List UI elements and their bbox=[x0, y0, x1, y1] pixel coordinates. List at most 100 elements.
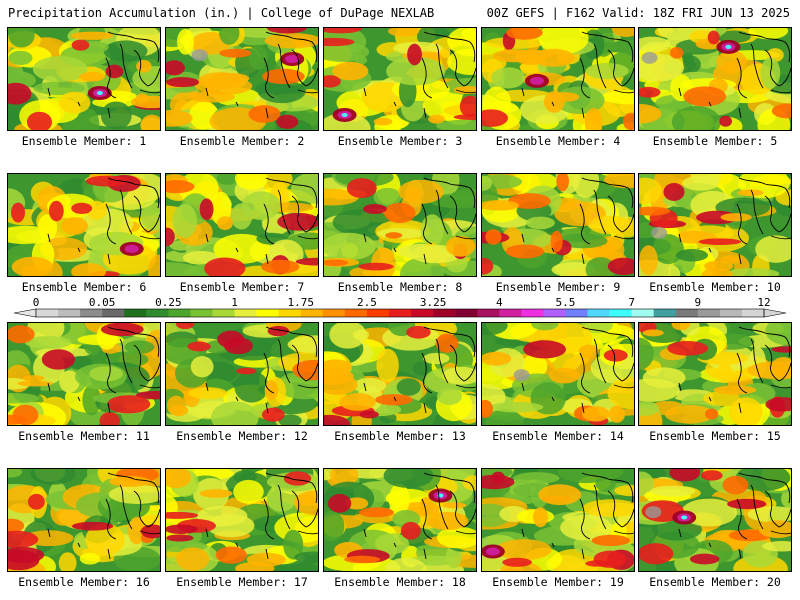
ensemble-member-map bbox=[323, 468, 477, 572]
ensemble-member-label: Ensemble Member: 8 bbox=[337, 280, 463, 294]
ensemble-member-label: Ensemble Member: 6 bbox=[21, 280, 147, 294]
ensemble-member-map bbox=[7, 322, 161, 426]
ensemble-member-label: Ensemble Member: 20 bbox=[649, 575, 781, 589]
precipitation-field bbox=[8, 469, 160, 571]
colorbar-swatch bbox=[344, 309, 368, 317]
ensemble-member-label: Ensemble Member: 19 bbox=[492, 575, 624, 589]
ensemble-member-label: Ensemble Member: 13 bbox=[334, 429, 466, 443]
ensemble-member-map bbox=[481, 173, 635, 277]
colorbar-swatch bbox=[124, 309, 147, 317]
colorbar-swatch bbox=[697, 309, 721, 317]
ensemble-member-map bbox=[481, 468, 635, 572]
colorbar-swatch bbox=[653, 309, 677, 317]
precipitation-field bbox=[324, 323, 476, 425]
ensemble-member-map bbox=[165, 468, 319, 572]
ensemble-member-map bbox=[323, 173, 477, 277]
ensemble-member-map bbox=[638, 322, 792, 426]
ensemble-member-label: Ensemble Member: 14 bbox=[492, 429, 624, 443]
ensemble-member-map bbox=[165, 322, 319, 426]
colorbar-swatch bbox=[411, 309, 434, 317]
colorbar-min-arrow bbox=[13, 308, 37, 318]
ensemble-member-label: Ensemble Member: 9 bbox=[495, 280, 621, 294]
precipitation-field bbox=[324, 469, 476, 571]
ensemble-member-map bbox=[165, 27, 319, 131]
colorbar-tick-label: 4 bbox=[495, 296, 503, 309]
precipitation-field bbox=[166, 28, 318, 130]
colorbar-swatch bbox=[521, 309, 544, 317]
precipitation-field bbox=[8, 174, 160, 276]
colorbar-tick-label: 1.75 bbox=[287, 296, 314, 309]
map-title: Precipitation Accumulation (in.) | Colle… bbox=[8, 6, 435, 20]
ensemble-member-label: Ensemble Member: 15 bbox=[649, 429, 781, 443]
colorbar-swatch bbox=[499, 309, 522, 317]
ensemble-member-label: Ensemble Member: 11 bbox=[18, 429, 150, 443]
colorbar-tick-label: 2.5 bbox=[356, 296, 377, 309]
colorbar-swatch bbox=[278, 309, 302, 317]
ensemble-member-label: Ensemble Member: 18 bbox=[334, 575, 466, 589]
colorbar-swatch bbox=[102, 309, 125, 317]
colorbar-swatch bbox=[190, 309, 213, 317]
colorbar-swatch bbox=[388, 309, 412, 317]
colorbar-swatch bbox=[80, 309, 103, 317]
precipitation-field bbox=[324, 28, 476, 130]
colorbar-tick-label: 9 bbox=[694, 296, 702, 309]
ensemble-member-label: Ensemble Member: 12 bbox=[176, 429, 308, 443]
colorbar-swatch bbox=[609, 309, 632, 317]
ensemble-member-map bbox=[165, 173, 319, 277]
ensemble-member-map bbox=[323, 322, 477, 426]
colorbar-swatch bbox=[234, 309, 257, 317]
colorbar-tick-label: 1 bbox=[231, 296, 238, 309]
ensemble-member-map bbox=[481, 27, 635, 131]
precipitation-field bbox=[8, 323, 160, 425]
precip-colorbar bbox=[13, 308, 787, 318]
colorbar-swatch bbox=[168, 309, 191, 317]
precipitation-field bbox=[482, 323, 634, 425]
ensemble-member-label: Ensemble Member: 2 bbox=[179, 134, 305, 148]
precipitation-field bbox=[639, 28, 791, 130]
colorbar-tick-label: 0.05 bbox=[88, 296, 116, 309]
ensemble-member-map bbox=[7, 468, 161, 572]
colorbar-tick-label: 0 bbox=[32, 296, 40, 309]
colorbar-swatch bbox=[212, 309, 235, 317]
colorbar-tick-label: 3.25 bbox=[419, 296, 447, 309]
ensemble-member-label: Ensemble Member: 10 bbox=[649, 280, 781, 294]
colorbar-swatch bbox=[719, 309, 743, 317]
ensemble-member-map bbox=[481, 322, 635, 426]
colorbar-swatch bbox=[543, 309, 566, 317]
ensemble-member-label: Ensemble Member: 5 bbox=[652, 134, 778, 148]
ensemble-member-label: Ensemble Member: 7 bbox=[179, 280, 305, 294]
precipitation-field bbox=[482, 28, 634, 130]
precipitation-field bbox=[639, 323, 791, 425]
colorbar-swatch bbox=[631, 309, 654, 317]
colorbar-swatch bbox=[58, 309, 81, 317]
colorbar-tick-label: 0.25 bbox=[155, 296, 182, 309]
precipitation-field bbox=[166, 323, 318, 425]
colorbar-swatch bbox=[587, 309, 610, 317]
colorbar-swatch bbox=[455, 309, 478, 317]
colorbar-swatch bbox=[675, 309, 699, 317]
colorbar-swatch bbox=[741, 309, 765, 317]
precipitation-field bbox=[639, 469, 791, 571]
precipitation-field bbox=[482, 174, 634, 276]
colorbar-max-arrow bbox=[763, 308, 787, 318]
colorbar-swatch bbox=[300, 309, 324, 317]
precipitation-field bbox=[166, 469, 318, 571]
colorbar-tick-label: 7 bbox=[628, 296, 635, 309]
colorbar-tick-label: 12 bbox=[757, 296, 771, 309]
ensemble-member-map bbox=[7, 27, 161, 131]
colorbar-swatch bbox=[366, 309, 390, 317]
colorbar-swatch bbox=[565, 309, 588, 317]
ensemble-member-label: Ensemble Member: 16 bbox=[18, 575, 150, 589]
ensemble-member-label: Ensemble Member: 3 bbox=[337, 134, 463, 148]
colorbar-swatch bbox=[256, 309, 279, 317]
ensemble-member-map bbox=[638, 27, 792, 131]
colorbar-swatch bbox=[36, 309, 59, 317]
colorbar-swatch bbox=[146, 309, 169, 317]
precipitation-field bbox=[8, 28, 160, 130]
colorbar-swatch bbox=[477, 309, 500, 317]
ensemble-member-label: Ensemble Member: 1 bbox=[21, 134, 147, 148]
ensemble-member-map bbox=[638, 468, 792, 572]
precipitation-field bbox=[324, 174, 476, 276]
colorbar-swatch bbox=[322, 309, 346, 317]
ensemble-member-map bbox=[638, 173, 792, 277]
